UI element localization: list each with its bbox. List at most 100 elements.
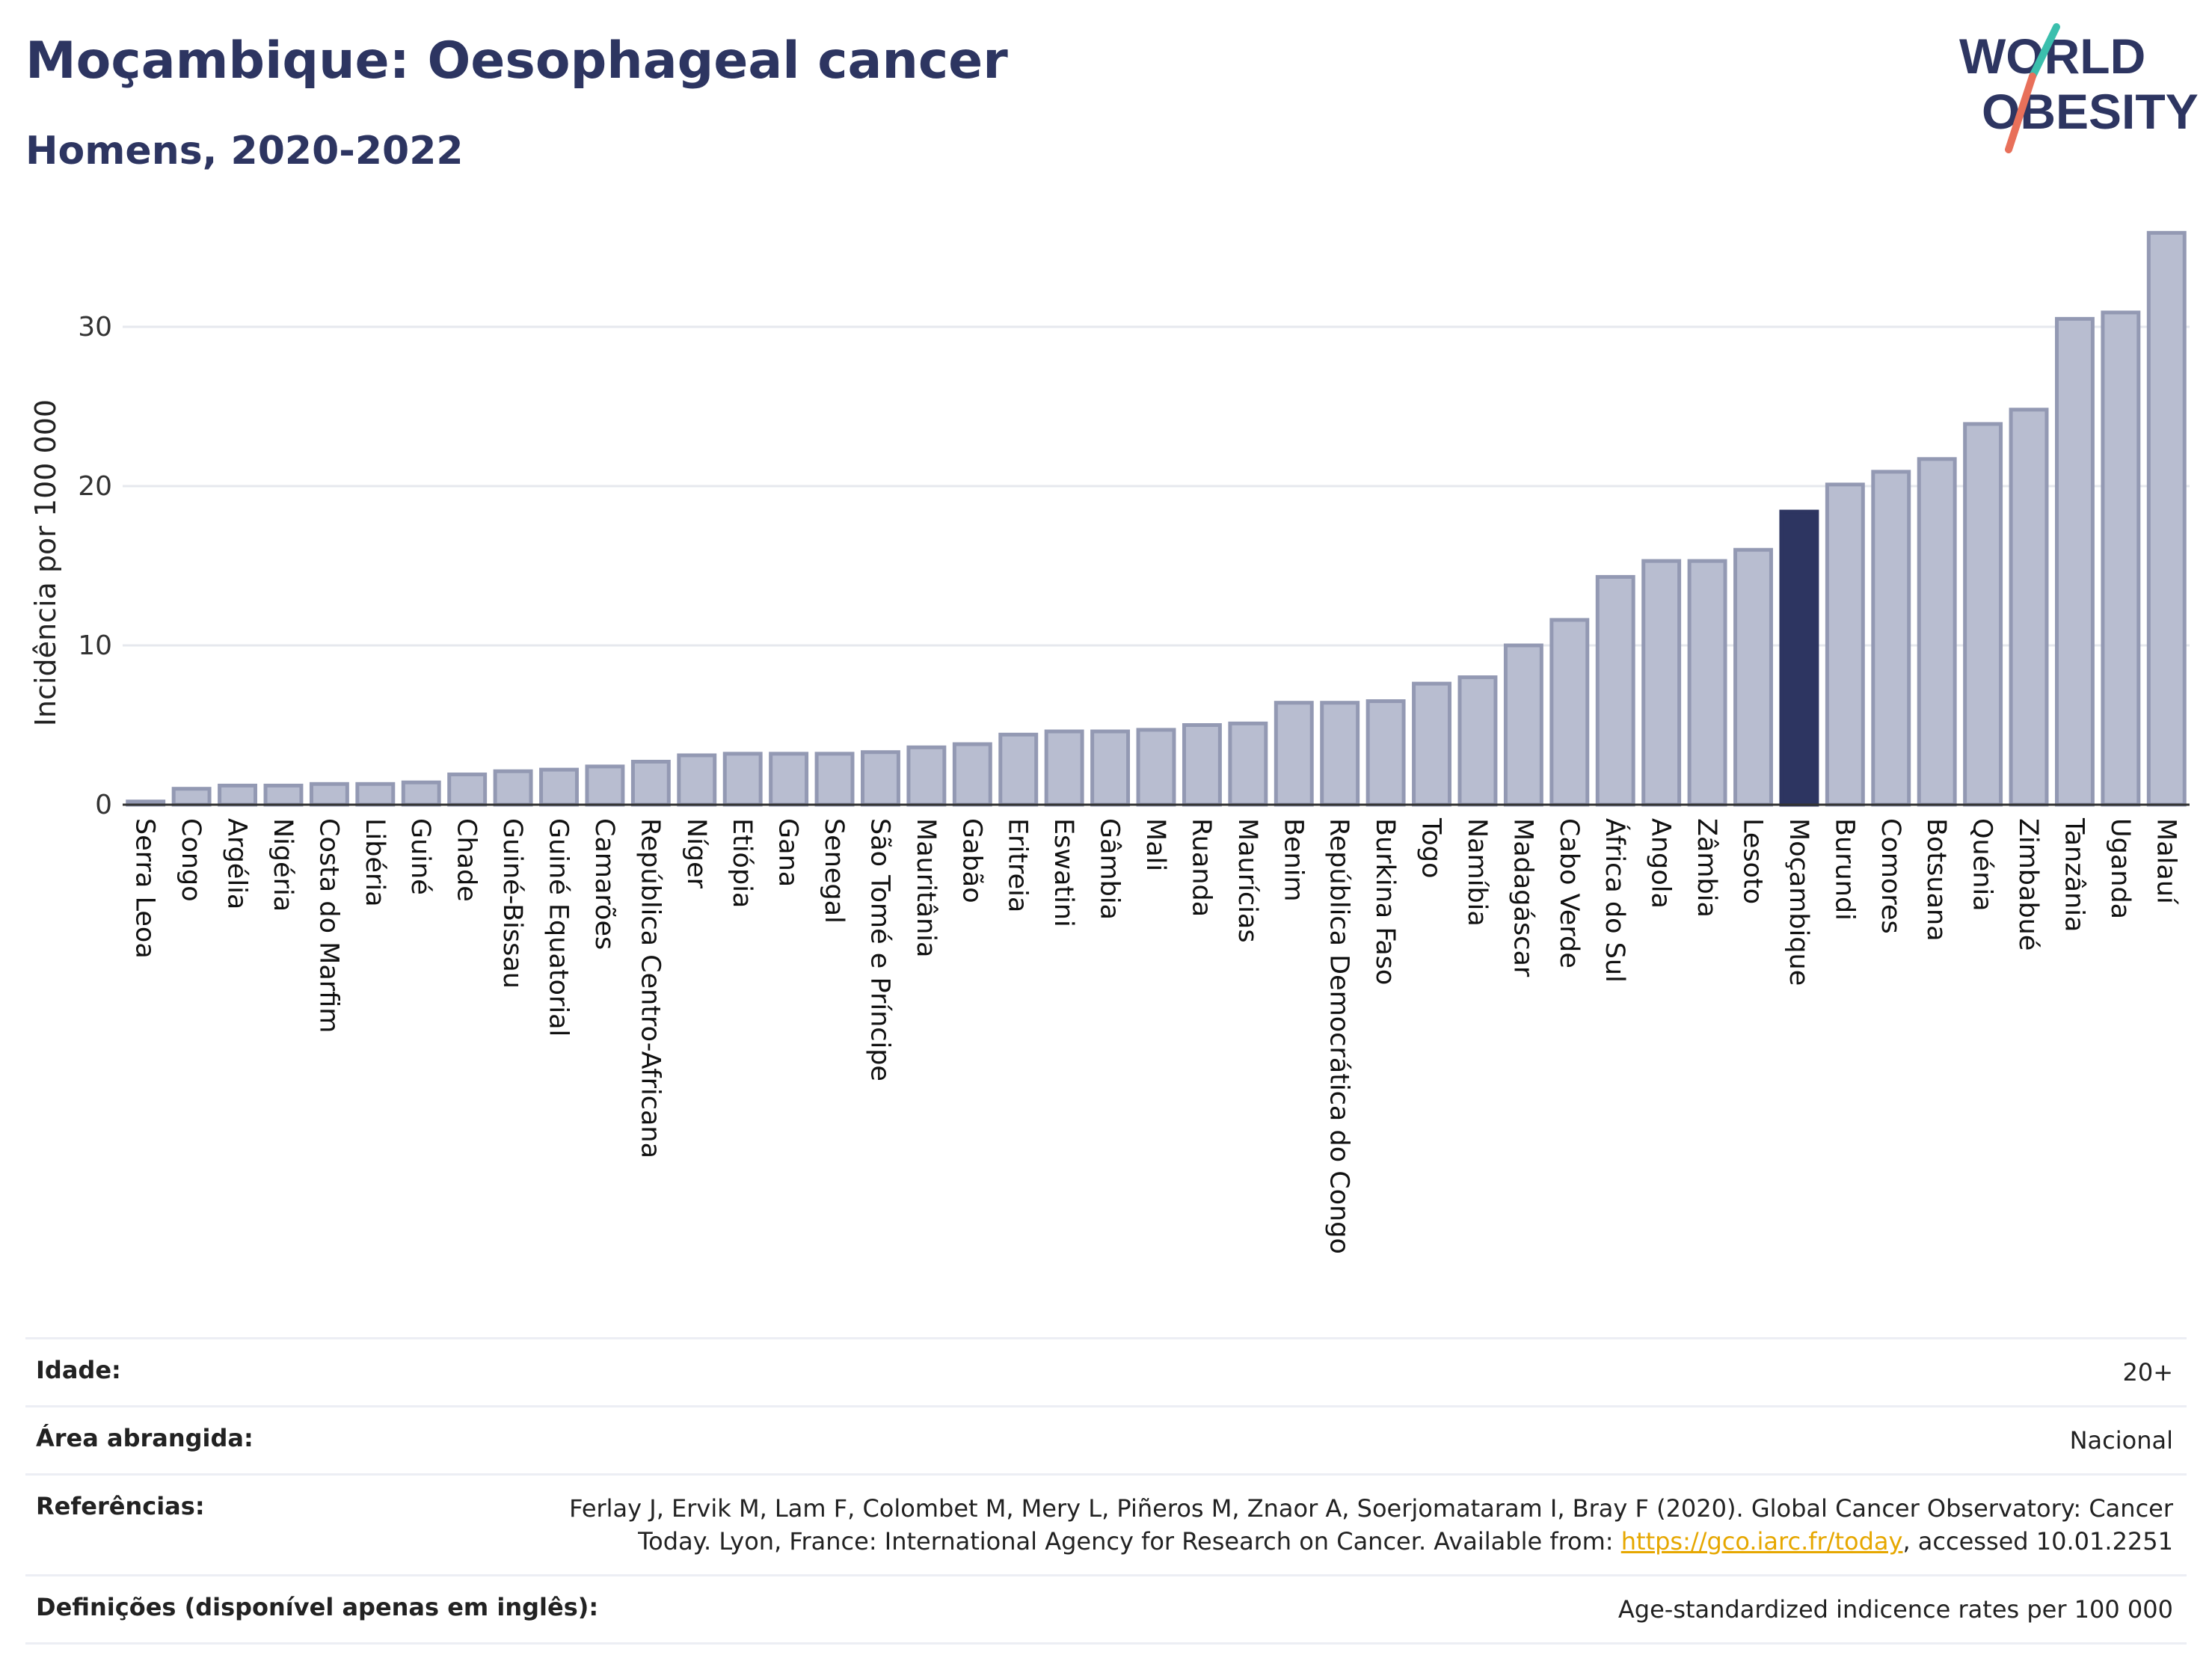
x-tick-label: Uganda bbox=[2105, 818, 2135, 919]
x-tick-label: Zâmbia bbox=[1692, 818, 1721, 918]
bar bbox=[539, 767, 579, 807]
x-tick-label: Congo bbox=[176, 818, 206, 902]
bar bbox=[585, 764, 625, 807]
bar bbox=[263, 783, 304, 807]
bar bbox=[493, 769, 533, 807]
definitions-value: Age-standardized indicence rates per 100… bbox=[1617, 1595, 2173, 1624]
x-tick-label: Burundi bbox=[1829, 818, 1859, 921]
bar bbox=[355, 782, 396, 807]
bar-chart: 0 10 20 30 Incidência por 100 000 Serra Leoa C… bbox=[29, 230, 2190, 1254]
chart-title: Moçambique: Oesophageal cancer bbox=[25, 31, 1008, 90]
y-tick-label: 30 bbox=[78, 312, 112, 343]
bar bbox=[1917, 457, 1957, 807]
x-tick-label: Tanzânia bbox=[2059, 817, 2089, 932]
x-tick-label: Guiné bbox=[405, 818, 435, 895]
bar bbox=[677, 753, 717, 807]
x-tick-label: Costa do Marfim bbox=[313, 818, 343, 1033]
bar bbox=[1963, 422, 2003, 807]
x-tick-label: São Tomé e Príncipe bbox=[864, 818, 894, 1081]
x-tick-label: Gana bbox=[773, 818, 803, 887]
bar bbox=[1274, 701, 1314, 807]
references-accessed: , accessed 10.01.2251 bbox=[1902, 1527, 2173, 1556]
references-value: Ferlay J, Ervik M, Lam F, Colombet M, Me… bbox=[491, 1492, 2173, 1558]
bar bbox=[769, 752, 809, 807]
bar bbox=[171, 787, 212, 807]
bar bbox=[861, 750, 900, 807]
bar bbox=[1090, 729, 1131, 807]
info-row-age: Idade: 20+ bbox=[25, 1337, 2187, 1405]
bar bbox=[1549, 618, 1590, 807]
bar bbox=[1412, 681, 1451, 807]
area-value: Nacional bbox=[2069, 1426, 2173, 1455]
info-row-references: Referências: Ferlay J, Ervik M, Lam F, C… bbox=[25, 1473, 2187, 1574]
info-row-area: Área abrangida: Nacional bbox=[25, 1405, 2187, 1473]
world-obesity-logo: WORLD OBESITY bbox=[1959, 23, 2199, 153]
x-tick-label: Angola bbox=[1646, 818, 1676, 909]
x-tick-label: Botsuana bbox=[1921, 818, 1951, 942]
x-tick-label: República Centro-Africana bbox=[635, 818, 665, 1158]
references-link[interactable]: https://gco.iarc.fr/today bbox=[1620, 1527, 1903, 1556]
x-tick-label: Etiópia bbox=[727, 818, 757, 908]
x-tick-label: Malauí bbox=[2151, 818, 2181, 905]
references-text: Ferlay J, Ervik M, Lam F, Colombet M, Me… bbox=[569, 1494, 2173, 1556]
x-tick-label: Zimbabué bbox=[2013, 818, 2043, 951]
x-tick-label: Namíbia bbox=[1462, 818, 1492, 927]
bar bbox=[309, 782, 349, 807]
bar bbox=[2146, 230, 2187, 807]
y-axis-title: Incidência por 100 000 bbox=[29, 399, 62, 726]
bar bbox=[2101, 310, 2141, 807]
bar bbox=[952, 742, 992, 807]
x-tick-label: Nigéria bbox=[268, 818, 298, 912]
chart-subtitle: Homens, 2020-2022 bbox=[25, 129, 464, 174]
x-tick-label: Guiné Equatorial bbox=[544, 818, 574, 1037]
x-tick-label: Comores bbox=[1875, 818, 1905, 934]
bar bbox=[630, 759, 671, 807]
bar bbox=[1871, 470, 1911, 807]
definitions-label: Definições (disponível apenas em inglês)… bbox=[36, 1593, 599, 1621]
x-tick-label: Maurícias bbox=[1232, 818, 1262, 943]
x-tick-label: Argélia bbox=[222, 818, 252, 909]
x-tick-label: Gâmbia bbox=[1095, 818, 1125, 920]
bar bbox=[1182, 723, 1222, 807]
x-tick-label: Burkina Faso bbox=[1370, 818, 1400, 985]
references-label: Referências: bbox=[36, 1492, 205, 1520]
area-label: Área abrangida: bbox=[36, 1424, 254, 1452]
bar bbox=[814, 752, 855, 807]
x-tick-label: Cabo Verde bbox=[1554, 818, 1584, 968]
bar bbox=[1779, 509, 1819, 807]
y-tick-label: 20 bbox=[78, 471, 112, 502]
age-value: 20+ bbox=[2122, 1358, 2173, 1387]
bar bbox=[1595, 574, 1635, 807]
bar bbox=[2009, 408, 2049, 807]
x-tick-label: Gabão bbox=[956, 818, 986, 903]
x-tick-label: Mali bbox=[1140, 818, 1170, 871]
bar bbox=[998, 732, 1039, 807]
bar bbox=[401, 780, 441, 807]
x-tick-label: Togo bbox=[1416, 817, 1446, 878]
info-table: Idade: 20+ Área abrangida: Nacional Refe… bbox=[25, 1337, 2187, 1645]
bar bbox=[1136, 728, 1176, 807]
x-tick-label: Benim bbox=[1278, 818, 1308, 902]
bar bbox=[1733, 547, 1773, 807]
bar bbox=[1320, 701, 1360, 807]
y-tick-label: 10 bbox=[78, 630, 112, 661]
info-row-definitions: Definições (disponível apenas em inglês)… bbox=[25, 1574, 2187, 1645]
bar bbox=[1044, 729, 1084, 807]
age-label: Idade: bbox=[36, 1356, 121, 1384]
x-tick-label: Camarões bbox=[589, 818, 619, 950]
x-tick-label: Senegal bbox=[819, 818, 849, 924]
x-tick-label: Eritreia bbox=[1003, 818, 1033, 912]
x-tick-label: Lesoto bbox=[1737, 818, 1767, 904]
bar bbox=[1641, 559, 1682, 807]
bar bbox=[1457, 675, 1498, 807]
x-tick-label: Mauritânia bbox=[911, 818, 941, 957]
x-tick-label: Eswatini bbox=[1048, 818, 1078, 927]
y-tick-label: 0 bbox=[95, 790, 112, 820]
bar bbox=[906, 745, 947, 807]
bar bbox=[2054, 316, 2095, 807]
x-tick-label: Libéria bbox=[360, 818, 390, 907]
bar bbox=[1228, 721, 1268, 807]
x-tick-label: Quénia bbox=[1967, 818, 1997, 912]
bar bbox=[1825, 482, 1865, 807]
x-tick-label: Chade bbox=[452, 818, 482, 902]
